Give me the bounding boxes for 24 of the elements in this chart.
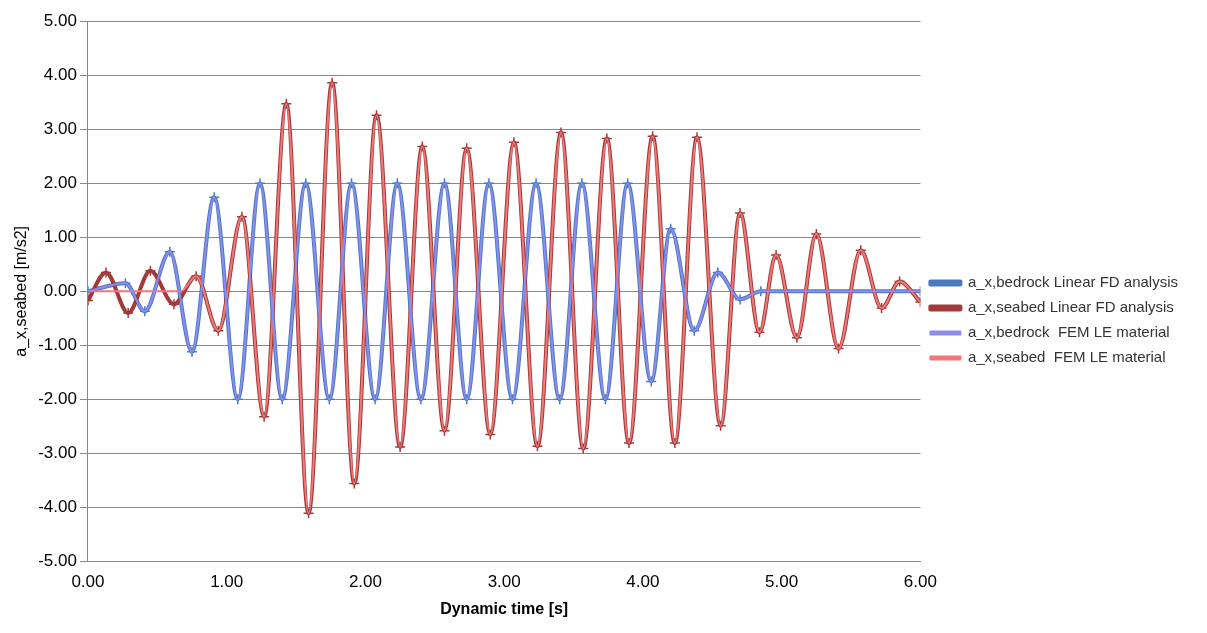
x-tick-label: 3.00 [487,572,521,592]
y-axis-title: a_x,seabed [m/s2] [12,225,31,357]
y-tick-label: 0.00 [43,280,77,300]
legend-label: a_x,seabed FEM LE material [967,348,1166,366]
legend-label: a_x,bedrock Linear FD analysis [967,273,1179,291]
y-tick-label: -1.00 [38,335,77,355]
x-tick-label: 6.00 [903,572,937,592]
y-tick-label: 1.00 [43,226,77,246]
y-tick-label: -3.00 [38,443,77,463]
x-tick-label: 5.00 [765,572,799,592]
x-axis-title: Dynamic time [s] [440,599,569,617]
legend-label: a_x,bedrock FEM LE material [967,323,1170,341]
x-tick-label: 1.00 [210,572,244,592]
y-tick-label: -2.00 [38,389,77,409]
legend-label: a_x,seabed Linear FD analysis [967,298,1174,316]
x-tick-label: 4.00 [626,572,660,592]
y-tick-label: 4.00 [43,64,77,84]
y-tick-label: -5.00 [38,551,77,571]
y-tick-label: 5.00 [43,10,77,30]
y-tick-label: 3.00 [43,118,77,138]
y-tick-label: 2.00 [43,172,77,192]
y-tick-label: -4.00 [38,497,77,517]
x-tick-label: 2.00 [348,572,382,592]
x-tick-label: 0.00 [71,572,105,592]
